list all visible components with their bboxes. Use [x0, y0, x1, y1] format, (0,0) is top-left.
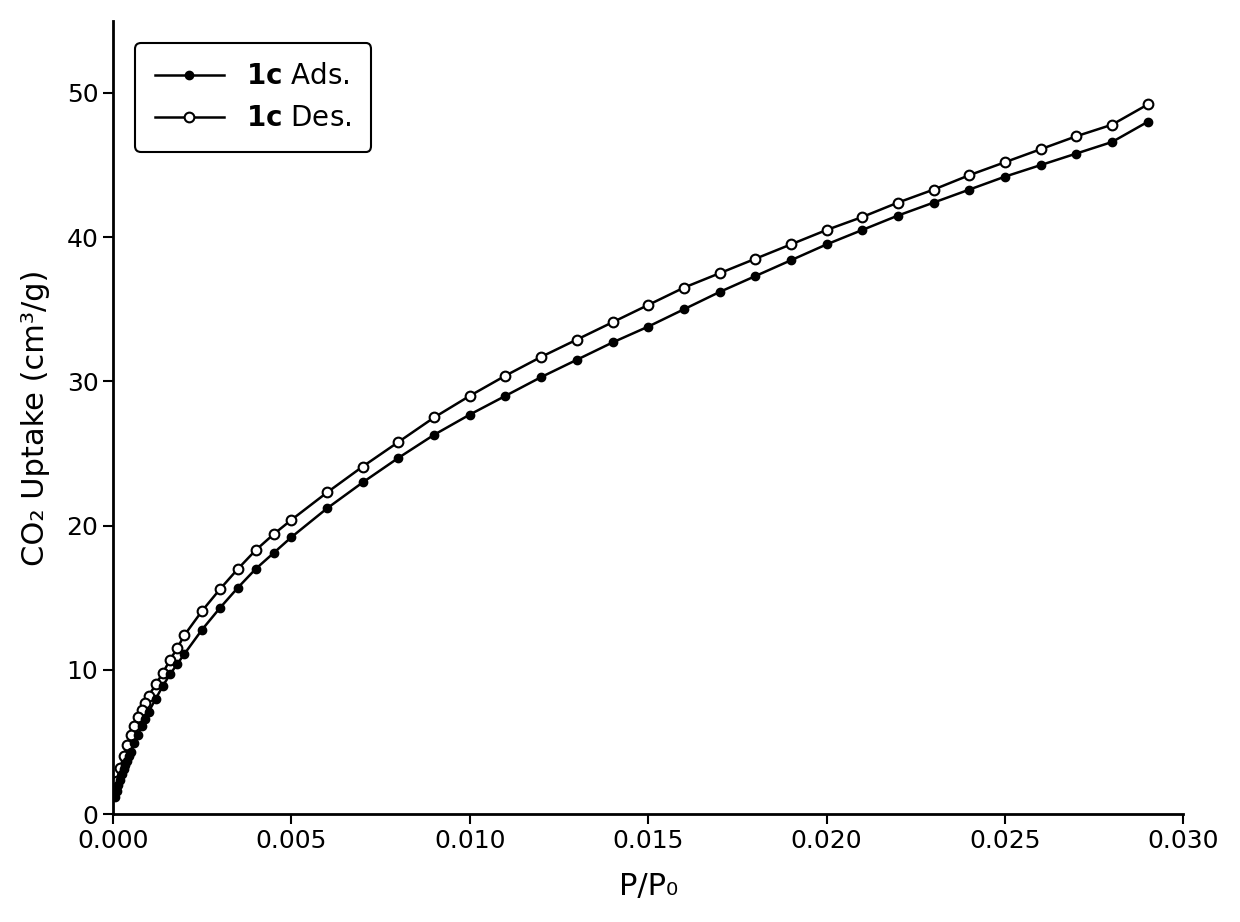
- Y-axis label: CO₂ Uptake (cm³/g): CO₂ Uptake (cm³/g): [21, 269, 50, 566]
- X-axis label: P/P₀: P/P₀: [619, 872, 678, 901]
- Legend: $\mathbf{1c}$ Ads., $\mathbf{1c}$ Des.: $\mathbf{1c}$ Ads., $\mathbf{1c}$ Des.: [135, 43, 371, 152]
